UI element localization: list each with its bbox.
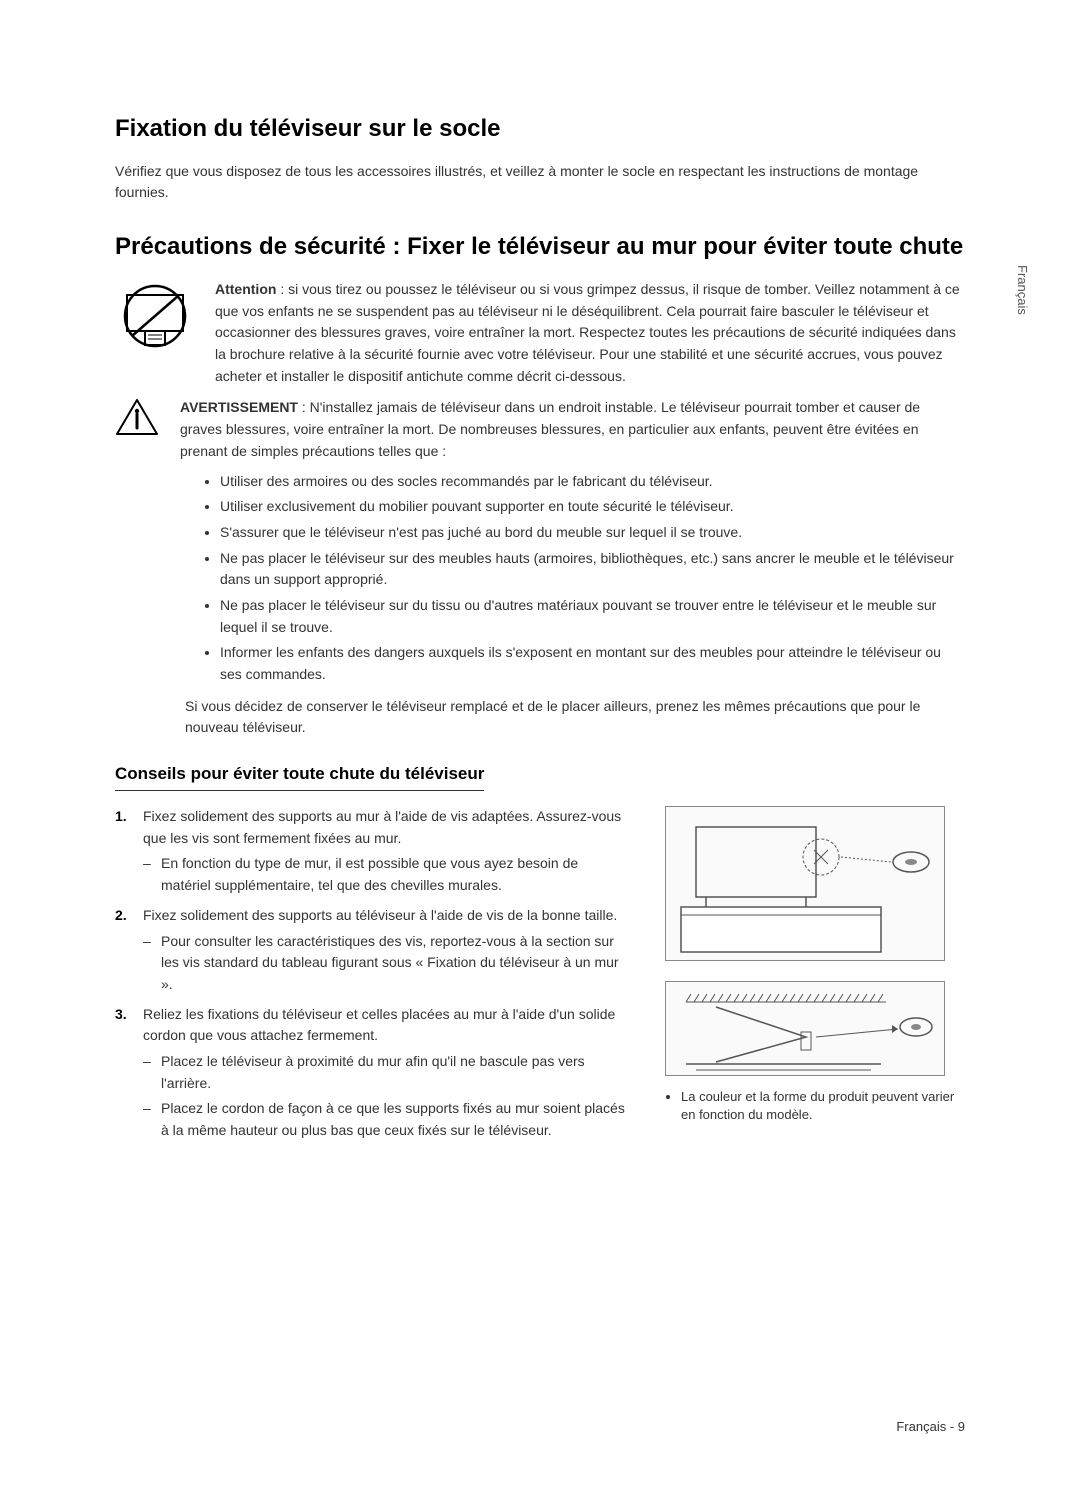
caption-text: La couleur et la forme du produit peuven… [681, 1088, 965, 1124]
diagram-wall-mount [665, 981, 945, 1076]
post-list-text: Si vous décidez de conserver le télévise… [185, 696, 965, 739]
heading-fixation: Fixation du téléviseur sur le socle [115, 115, 965, 143]
precaution-bullet-list: Utiliser des armoires ou des socles reco… [205, 471, 965, 686]
sub-item: Pour consulter les caractéristiques des … [143, 931, 625, 996]
step-number: 3. [115, 1004, 127, 1026]
step-item: 1. Fixez solidement des supports au mur … [115, 806, 625, 897]
list-item: Utiliser exclusivement du mobilier pouva… [220, 496, 965, 518]
warning-label: AVERTISSEMENT [180, 399, 298, 415]
list-item: Utiliser des armoires ou des socles reco… [220, 471, 965, 493]
sub-item: Placez le téléviseur à proximité du mur … [143, 1051, 625, 1094]
right-column: La couleur et la forme du produit peuven… [665, 806, 965, 1150]
step-item: 2. Fixez solidement des supports au télé… [115, 905, 625, 996]
language-side-tab: Français [1015, 265, 1030, 315]
sub-list: Placez le téléviseur à proximité du mur … [143, 1051, 625, 1142]
warning-triangle-icon [115, 397, 160, 437]
sub-list: En fonction du type de mur, il est possi… [143, 853, 625, 896]
attention-block: Attention : si vous tirez ou poussez le … [115, 279, 965, 387]
diagram-tv-cabinet [665, 806, 945, 961]
warning-text: AVERTISSEMENT : N'installez jamais de té… [180, 397, 965, 462]
heading-precautions: Précautions de sécurité : Fixer le télév… [115, 233, 965, 261]
attention-label: Attention [215, 281, 276, 297]
step-item: 3. Reliez les fixations du téléviseur et… [115, 1004, 625, 1142]
step-text: Fixez solidement des supports au télévis… [143, 907, 617, 923]
step-number: 1. [115, 806, 127, 828]
page-footer: Français - 9 [896, 1419, 965, 1434]
list-item: Informer les enfants des dangers auxquel… [220, 642, 965, 685]
intro-text-1: Vérifiez que vous disposez de tous les a… [115, 161, 965, 203]
list-item: Ne pas placer le téléviseur sur des meub… [220, 548, 965, 591]
sub-list: Pour consulter les caractéristiques des … [143, 931, 625, 996]
sub-item: Placez le cordon de façon à ce que les s… [143, 1098, 625, 1141]
step-number: 2. [115, 905, 127, 927]
no-climb-tv-icon [115, 279, 195, 359]
two-column-layout: 1. Fixez solidement des supports au mur … [115, 806, 965, 1150]
attention-text: Attention : si vous tirez ou poussez le … [215, 279, 965, 387]
caption-list: La couleur et la forme du produit peuven… [665, 1088, 965, 1124]
list-item: Ne pas placer le téléviseur sur du tissu… [220, 595, 965, 638]
step-text: Fixez solidement des supports au mur à l… [143, 808, 621, 846]
step-text: Reliez les fixations du téléviseur et ce… [143, 1006, 615, 1044]
subheading-conseils: Conseils pour éviter toute chute du télé… [115, 764, 484, 791]
numbered-steps: 1. Fixez solidement des supports au mur … [115, 806, 625, 1142]
warning-block: AVERTISSEMENT : N'installez jamais de té… [115, 397, 965, 462]
attention-body: : si vous tirez ou poussez le téléviseur… [215, 281, 960, 384]
sub-item: En fonction du type de mur, il est possi… [143, 853, 625, 896]
list-item: S'assurer que le téléviseur n'est pas ju… [220, 522, 965, 544]
page-content: Fixation du téléviseur sur le socle Véri… [0, 0, 1080, 1210]
left-column: 1. Fixez solidement des supports au mur … [115, 806, 625, 1150]
